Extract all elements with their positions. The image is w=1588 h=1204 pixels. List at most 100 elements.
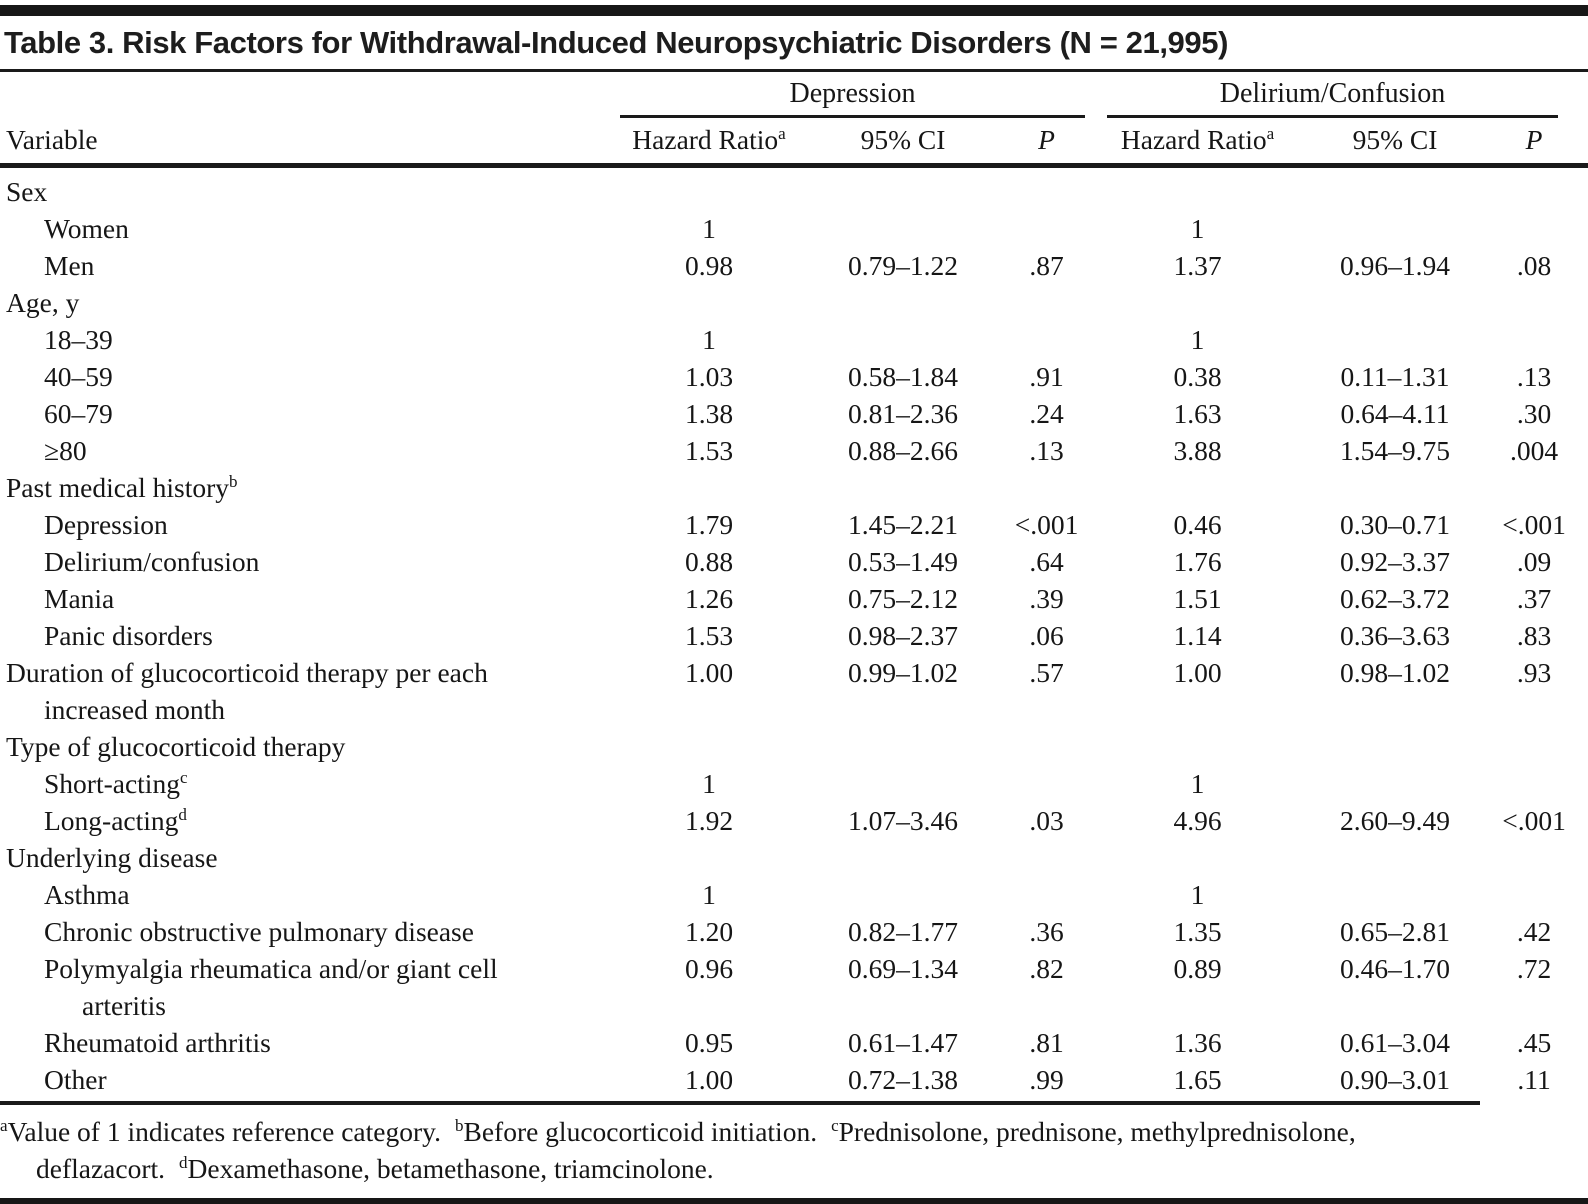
dep-hr-cell: 1.53 bbox=[684, 435, 734, 466]
dep-hr-cell: 0.98 bbox=[684, 250, 734, 281]
del-ci-cell bbox=[1310, 321, 1480, 358]
dep-ci-cell: 0.58–1.84 bbox=[848, 361, 958, 392]
dep-p-cell bbox=[1008, 210, 1085, 247]
del-p-cell: .11 bbox=[1517, 1064, 1551, 1095]
table-row: 40–59 1.03 0.58–1.84 .91 0.38 0.11–1.31 .13 bbox=[0, 358, 1588, 395]
dep-ci-cell: 0.79–1.22 bbox=[848, 250, 958, 281]
del-ci-cell bbox=[1310, 210, 1480, 247]
dep-hr-cell: 1.03 bbox=[684, 361, 734, 392]
del-p-cell: .45 bbox=[1516, 1027, 1552, 1058]
del-ci-cell: 0.36–3.63 bbox=[1340, 620, 1451, 651]
title-rule bbox=[0, 69, 1588, 72]
hazard-ratio-footnote-mark: a bbox=[778, 123, 786, 143]
dep-hr-cell bbox=[620, 728, 798, 765]
dep-ci-cell: 0.98–2.37 bbox=[848, 620, 958, 651]
dep-ci-cell: 1.45–2.21 bbox=[848, 509, 958, 540]
del-ci-cell: 0.46–1.70 bbox=[1340, 953, 1451, 984]
hazard-ratio-footnote-mark: a bbox=[1266, 123, 1275, 143]
row-footnote-mark: c bbox=[179, 767, 188, 787]
del-p-cell bbox=[1480, 839, 1588, 876]
dep-p-cell bbox=[1008, 469, 1085, 506]
column-header-del-hazard-ratio: Hazard Ratioa bbox=[1085, 118, 1311, 168]
del-hr-cell: 1.63 bbox=[1173, 398, 1222, 429]
dep-hr-cell: 0.88 bbox=[684, 546, 734, 577]
del-p-cell: .72 bbox=[1516, 953, 1552, 984]
table-row: Delirium/confusion 0.88 0.53–1.49 .64 1.76 0.… bbox=[0, 543, 1588, 580]
row-label: Polymyalgia rheumatica and/or giant cell… bbox=[44, 953, 498, 1021]
del-hr-cell: 0.38 bbox=[1173, 361, 1222, 392]
del-p-cell bbox=[1480, 210, 1588, 247]
dep-p-cell: .91 bbox=[1029, 361, 1064, 392]
group-row: Type of glucocorticoid therapy bbox=[0, 728, 1588, 765]
del-hr-cell: 1 bbox=[1190, 213, 1205, 244]
table-row: Mania 1.26 0.75–2.12 .39 1.51 0.62–3.72 .37 bbox=[0, 580, 1588, 617]
dep-hr-cell: 1.26 bbox=[684, 583, 734, 614]
row-label: Rheumatoid arthritis bbox=[44, 1027, 271, 1058]
dep-ci-cell: 0.69–1.34 bbox=[848, 953, 958, 984]
del-hr-cell: 1 bbox=[1190, 879, 1205, 910]
dep-p-cell: .24 bbox=[1029, 398, 1064, 429]
del-ci-cell: 0.92–3.37 bbox=[1340, 546, 1451, 577]
journal-table-page: Table 3. Risk Factors for Withdrawal-Ind… bbox=[0, 5, 1588, 1204]
dep-p-cell bbox=[1008, 876, 1085, 913]
table-row: Long-actingd 1.92 1.07–3.46 .03 4.96 2.60–9.4… bbox=[0, 802, 1588, 839]
column-header-del-p: P bbox=[1480, 118, 1588, 168]
del-hr-cell: 1.36 bbox=[1173, 1027, 1222, 1058]
footnote-mark: d bbox=[179, 1152, 188, 1172]
del-ci-cell bbox=[1310, 839, 1480, 876]
dep-p-cell: .64 bbox=[1029, 546, 1064, 577]
footnote-segment: dDexamethasone, betamethasone, triamcino… bbox=[179, 1152, 714, 1184]
del-p-cell: .09 bbox=[1516, 546, 1552, 577]
dep-ci-cell bbox=[798, 728, 1008, 765]
table-row: Women 1 1 bbox=[0, 210, 1588, 247]
del-ci-cell: 2.60–9.49 bbox=[1340, 805, 1451, 836]
column-header-row: Variable Hazard Ratioa 95% CI P Hazard R… bbox=[0, 118, 1588, 168]
del-ci-cell: 0.11–1.31 bbox=[1340, 361, 1450, 392]
dep-hr-cell: 1 bbox=[702, 768, 716, 799]
row-label: Asthma bbox=[44, 879, 130, 910]
del-p-cell bbox=[1480, 166, 1588, 211]
risk-factors-table: Depression Delirium/Confusion Variable H… bbox=[0, 72, 1588, 1098]
column-header-del-ci: 95% CI bbox=[1310, 118, 1481, 168]
del-p-cell: .83 bbox=[1516, 620, 1552, 651]
dep-hr-cell: 1 bbox=[702, 879, 716, 910]
del-ci-cell: 0.61–3.04 bbox=[1340, 1027, 1451, 1058]
del-ci-cell: 0.98–1.02 bbox=[1340, 657, 1451, 688]
dep-ci-cell: 0.81–2.36 bbox=[848, 398, 958, 429]
dep-ci-cell bbox=[798, 469, 1008, 506]
del-ci-cell bbox=[1310, 166, 1480, 211]
dep-ci-cell: 0.99–1.02 bbox=[848, 657, 958, 688]
dep-p-cell: .39 bbox=[1029, 583, 1064, 614]
dep-p-cell: .99 bbox=[1029, 1064, 1064, 1095]
top-rule bbox=[0, 5, 1588, 16]
del-ci-cell: 0.90–3.01 bbox=[1340, 1064, 1451, 1095]
table-row: Other 1.00 0.72–1.38 .99 1.65 0.90–3.01 .11 bbox=[0, 1061, 1588, 1098]
dep-hr-cell: 1.38 bbox=[684, 398, 734, 429]
del-p-cell: .13 bbox=[1516, 361, 1552, 392]
dep-ci-cell: 0.88–2.66 bbox=[848, 435, 958, 466]
row-label: Duration of glucocorticoid therapy per e… bbox=[6, 657, 488, 725]
row-label: Past medical historyb bbox=[6, 471, 238, 503]
dep-ci-cell bbox=[798, 839, 1008, 876]
row-label: Other bbox=[44, 1064, 107, 1095]
row-label: Long-actingd bbox=[44, 804, 187, 836]
del-hr-cell: 1.76 bbox=[1173, 546, 1222, 577]
del-hr-cell: 1 bbox=[1190, 324, 1205, 355]
del-hr-cell: 1.35 bbox=[1173, 916, 1222, 947]
row-footnote-mark: d bbox=[178, 804, 187, 824]
dep-hr-cell: 1.79 bbox=[684, 509, 734, 540]
table-row: 60–79 1.38 0.81–2.36 .24 1.63 0.64–4.11 .30 bbox=[0, 395, 1588, 432]
del-hr-cell bbox=[1085, 166, 1310, 211]
dep-p-cell bbox=[1008, 321, 1085, 358]
del-ci-cell bbox=[1310, 876, 1480, 913]
del-p-cell: .93 bbox=[1516, 657, 1552, 688]
dep-ci-cell: 0.75–2.12 bbox=[848, 583, 958, 614]
del-ci-cell: 0.30–0.71 bbox=[1340, 509, 1451, 540]
row-label: Sex bbox=[6, 176, 48, 207]
group-header-delirium: Delirium/Confusion bbox=[1085, 72, 1588, 118]
table-row: Panic disorders 1.53 0.98–2.37 .06 1.14 0.36–… bbox=[0, 617, 1588, 654]
dep-p-cell: .87 bbox=[1029, 250, 1064, 281]
hazard-ratio-label: Hazard Ratio bbox=[1120, 124, 1267, 155]
footnote-mark: b bbox=[454, 1115, 464, 1135]
dep-ci-cell bbox=[798, 210, 1008, 247]
